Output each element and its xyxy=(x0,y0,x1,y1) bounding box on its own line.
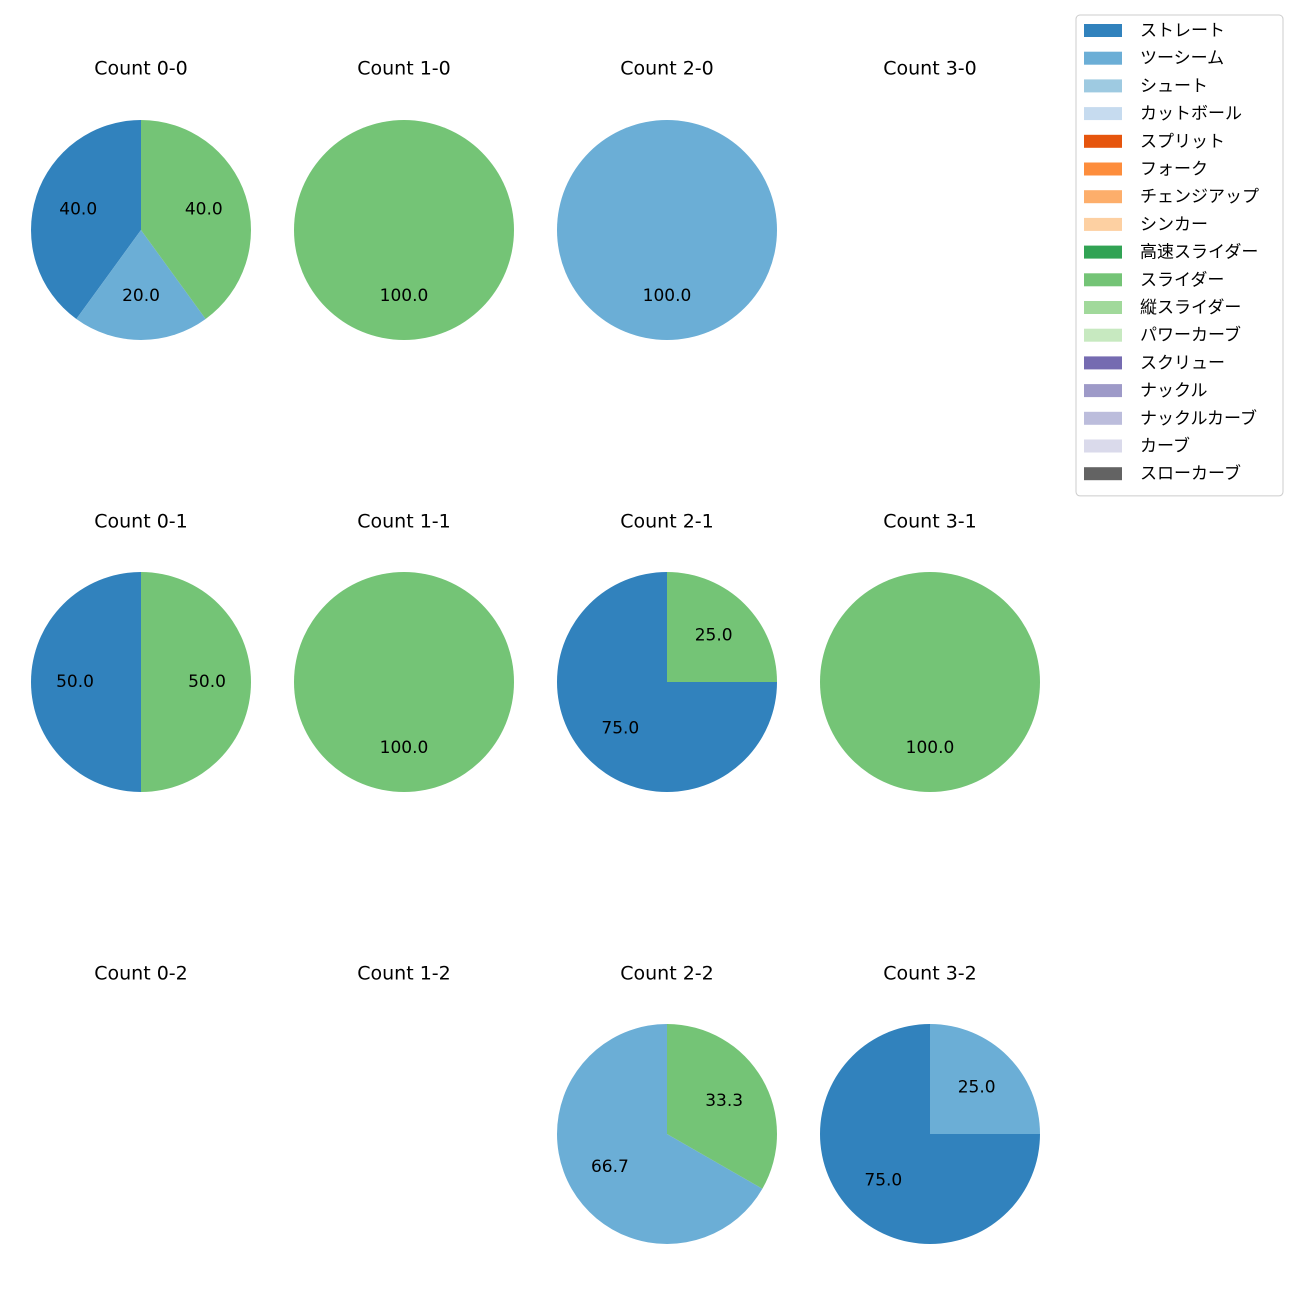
pie-panel: Count 1-0 100.0 xyxy=(294,58,514,340)
legend-label: カーブ xyxy=(1140,436,1190,457)
legend-swatch xyxy=(1084,79,1122,93)
pie-slice xyxy=(667,572,777,682)
legend: ストレートツーシームシュートカットボールスプリットフォークチェンジアップシンカー… xyxy=(1075,14,1284,497)
legend-label: ツーシーム xyxy=(1140,49,1224,69)
slice-label: 25.0 xyxy=(695,625,733,645)
legend-swatch xyxy=(1084,24,1122,37)
legend-label: フォーク xyxy=(1140,160,1208,180)
legend-label: スライダー xyxy=(1140,270,1224,290)
legend-swatch xyxy=(1084,384,1122,398)
pie-panel: Count 3-2 75.0 25.0 xyxy=(820,963,1040,1244)
pie-panel: Count 0-1 50.0 50.0 xyxy=(31,511,251,792)
legend-frame xyxy=(1075,14,1284,497)
slice-label: 20.0 xyxy=(122,286,160,306)
pie-slice xyxy=(557,120,777,340)
slice-label: 50.0 xyxy=(188,672,226,692)
slice-label: 100.0 xyxy=(906,738,955,758)
pie-panel: Count 2-2 66.7 33.3 xyxy=(556,963,777,1245)
pie-slice xyxy=(930,1024,1040,1134)
pie-panel: Count 1-1 100.0 xyxy=(294,511,514,792)
panel-title: Count 0-1 xyxy=(94,511,188,533)
legend-label: ストレート xyxy=(1140,21,1225,41)
slice-label: 100.0 xyxy=(643,286,692,306)
pie-panel: Count 3-1 100.0 xyxy=(820,511,1040,792)
legend-label: ナックル xyxy=(1140,381,1208,401)
panel-title: Count 0-2 xyxy=(94,963,188,985)
panel-title: Count 1-1 xyxy=(357,511,451,533)
legend-label: シュート xyxy=(1140,76,1208,96)
legend-label: カットボール xyxy=(1140,104,1242,124)
slice-label: 25.0 xyxy=(958,1077,996,1097)
legend-label: スプリット xyxy=(1140,132,1225,152)
pie-slice xyxy=(556,1024,763,1245)
legend-swatch xyxy=(1084,439,1122,453)
legend-label: スクリュー xyxy=(1140,353,1225,373)
panel-title: Count 3-1 xyxy=(883,511,977,533)
panel-title: Count 3-0 xyxy=(883,58,977,80)
panel-title: Count 2-1 xyxy=(620,511,714,533)
legend-swatch xyxy=(1084,273,1122,287)
pie-slice xyxy=(141,120,251,319)
pie-panel: Count 1-2 xyxy=(357,963,451,985)
legend-swatch xyxy=(1084,107,1122,121)
legend-swatch xyxy=(1084,301,1122,314)
pie-panel: Count 2-1 75.0 25.0 xyxy=(557,511,777,792)
pie-slice xyxy=(820,572,1040,792)
legend-swatch xyxy=(1084,134,1122,148)
panel-title: Count 1-2 xyxy=(357,963,451,985)
panel-title: Count 3-2 xyxy=(883,963,977,985)
slice-label: 40.0 xyxy=(185,200,223,220)
slice-label: 75.0 xyxy=(864,1171,902,1191)
legend-swatch xyxy=(1084,245,1122,259)
pie-panel: Count 0-0 40.0 20.0 40.0 xyxy=(30,58,251,340)
legend-label: スローカーブ xyxy=(1140,463,1241,484)
legend-swatch xyxy=(1084,356,1122,370)
slice-label: 50.0 xyxy=(56,672,94,692)
panel-title: Count 2-0 xyxy=(620,58,714,80)
legend-label: ナックルカーブ xyxy=(1140,408,1257,429)
legend-swatch xyxy=(1084,328,1122,342)
legend-label: チェンジアップ xyxy=(1140,187,1259,207)
slice-label: 40.0 xyxy=(59,200,97,220)
slice-label: 100.0 xyxy=(380,286,429,306)
pie-panel: Count 3-0 xyxy=(883,58,977,80)
pie-slice xyxy=(667,1024,777,1189)
pie-slice xyxy=(294,120,514,340)
pie-slice xyxy=(294,572,514,792)
legend-label: シンカー xyxy=(1140,215,1208,235)
legend-swatch xyxy=(1084,190,1122,204)
legend-label: パワーカーブ xyxy=(1140,325,1241,346)
legend-swatch xyxy=(1084,467,1122,481)
pie-slice xyxy=(141,572,251,792)
panel-title: Count 1-0 xyxy=(357,58,451,80)
legend-swatch xyxy=(1084,217,1122,231)
legend-swatch xyxy=(1084,51,1122,65)
panel-title: Count 2-2 xyxy=(620,963,714,985)
pie-slice xyxy=(76,230,206,340)
pie-slice xyxy=(30,120,142,319)
slice-label: 33.3 xyxy=(705,1091,743,1111)
slice-label: 66.7 xyxy=(591,1157,629,1177)
slice-label: 100.0 xyxy=(380,738,429,758)
pie-panel: Count 2-0 100.0 xyxy=(557,58,777,340)
panel-title: Count 0-0 xyxy=(94,58,188,80)
slice-label: 75.0 xyxy=(601,719,639,739)
legend-swatch xyxy=(1084,162,1122,176)
legend-label: 縦スライダー xyxy=(1140,298,1241,318)
pie-slice xyxy=(31,572,141,792)
legend-swatch xyxy=(1084,411,1122,425)
pie-panel: Count 0-2 xyxy=(94,963,188,985)
legend-label: 高速スライダー xyxy=(1140,243,1258,263)
